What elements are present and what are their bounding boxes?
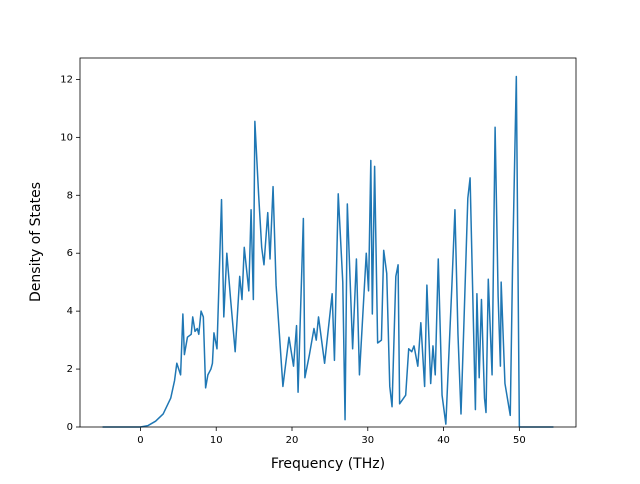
x-tick-label: 10 [210, 435, 223, 446]
y-tick-label: 10 [60, 132, 73, 143]
y-tick-label: 6 [67, 248, 73, 259]
y-tick-label: 12 [60, 74, 73, 85]
x-tick-label: 50 [513, 435, 526, 446]
x-tick-label: 0 [137, 435, 143, 446]
plot-frame [79, 57, 577, 428]
y-tick-label: 4 [67, 306, 73, 317]
y-axis-label: Density of States [28, 182, 44, 302]
y-tick-label: 8 [67, 190, 73, 201]
data-line [102, 75, 554, 428]
x-tick-label: 40 [437, 435, 450, 446]
x-tick-label: 20 [286, 435, 299, 446]
y-tick-label: 2 [67, 364, 73, 375]
x-tick-label: 30 [361, 435, 374, 446]
x-axis-label: Frequency (THz) [271, 456, 385, 472]
y-tick-label: 0 [67, 422, 73, 433]
